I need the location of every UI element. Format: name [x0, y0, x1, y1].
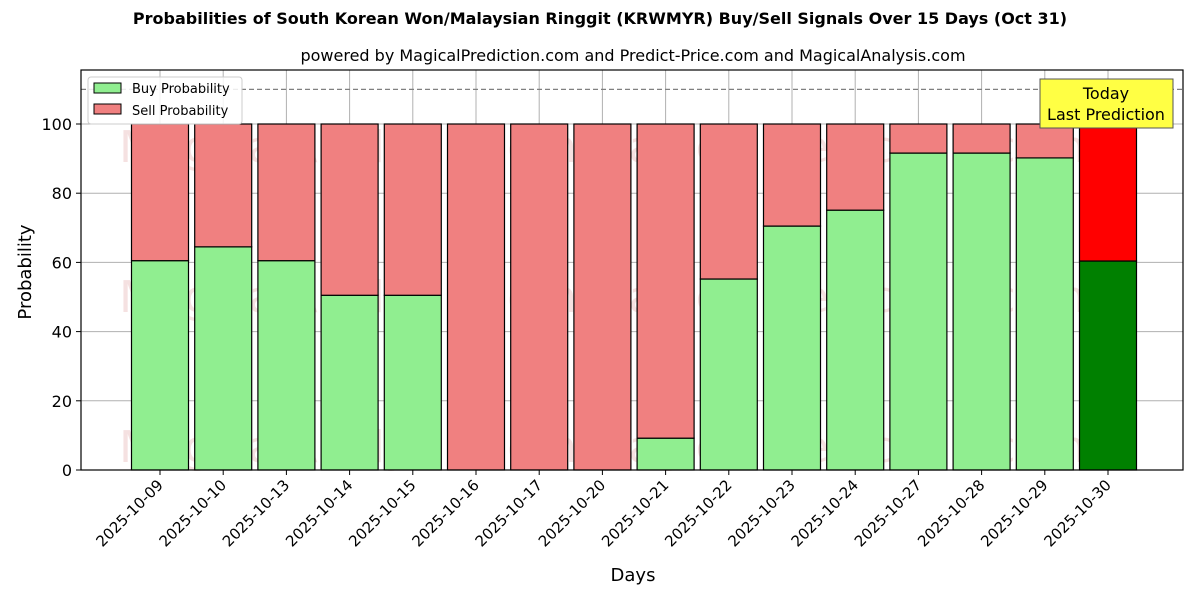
buy-bar [1078, 260, 1138, 471]
x-tick-label: 2025-10-21 [598, 476, 672, 550]
buy-bar [194, 246, 253, 471]
bars [130, 123, 1138, 471]
annotation-line2: Last Prediction [1047, 105, 1165, 124]
y-tick-label: 20 [52, 392, 72, 411]
x-tick-label: 2025-10-09 [92, 476, 166, 550]
y-tick-label: 80 [52, 184, 72, 203]
buy-bar [952, 152, 1011, 471]
x-tick-label: 2025-10-14 [282, 476, 356, 550]
x-tick-label: 2025-10-24 [788, 476, 862, 550]
today-annotation: Today Last Prediction [1039, 78, 1174, 129]
sell-bar [446, 123, 506, 471]
y-tick-label: 60 [52, 253, 72, 272]
legend-sell-swatch [93, 103, 122, 115]
buy-bar [257, 260, 316, 471]
x-tick-label: 2025-10-13 [219, 476, 293, 550]
buy-bar [762, 225, 822, 471]
chart-subtitle: powered by MagicalPrediction.com and Pre… [300, 46, 966, 65]
buy-bar [699, 278, 758, 471]
x-tick-label: 2025-10-27 [851, 476, 925, 550]
x-tick-label: 2025-10-17 [472, 476, 546, 550]
buy-bar [320, 294, 379, 471]
x-tick-label: 2025-10-20 [535, 476, 609, 550]
y-tick-label: 0 [62, 461, 72, 480]
x-axis-ticks: 2025-10-092025-10-102025-10-132025-10-14… [92, 470, 1115, 550]
sell-bar [1015, 123, 1074, 159]
sell-bar [383, 123, 442, 296]
x-tick-label: 2025-10-29 [977, 476, 1051, 550]
x-tick-label: 2025-10-10 [156, 476, 230, 550]
buy-bar [636, 437, 695, 471]
sell-bar [952, 123, 1011, 154]
sell-bar [1078, 123, 1138, 262]
buy-bar [1015, 157, 1074, 471]
sell-bar [320, 123, 379, 296]
sell-bar [889, 123, 948, 154]
x-tick-label: 2025-10-30 [1040, 476, 1114, 550]
sell-bar [573, 123, 632, 471]
sell-bar [699, 123, 758, 280]
sell-bar [636, 123, 695, 439]
plot-frame [80, 69, 1184, 471]
x-tick-label: 2025-10-16 [408, 476, 482, 550]
sell-bar [510, 123, 569, 471]
legend-sell-label: Sell Probability [132, 104, 229, 119]
sell-bar [826, 123, 885, 211]
buy-bar [383, 294, 442, 471]
buy-bar [826, 209, 885, 471]
legend: Buy Probability Sell Probability [87, 76, 243, 125]
annotation-line1: Today [1082, 84, 1129, 103]
x-tick-label: 2025-10-15 [345, 476, 419, 550]
x-axis-label: Days [611, 565, 656, 586]
sell-bar [257, 123, 316, 262]
chart-title: Probabilities of South Korean Won/Malays… [132, 9, 1068, 28]
sell-bar [194, 123, 253, 248]
sell-bar [130, 123, 190, 262]
y-axis-label: Probability [15, 224, 36, 319]
y-tick-label: 40 [52, 323, 72, 342]
x-tick-label: 2025-10-28 [914, 476, 988, 550]
x-tick-label: 2025-10-23 [724, 476, 798, 550]
sell-bar [762, 123, 822, 227]
buy-bar [130, 260, 190, 471]
legend-buy-label: Buy Probability [132, 82, 230, 97]
x-tick-label: 2025-10-22 [661, 476, 735, 550]
y-tick-label: 100 [41, 115, 72, 134]
legend-buy-swatch [93, 82, 122, 94]
buy-bar [889, 152, 948, 471]
y-axis-ticks: 0 20 40 60 80 100 [41, 115, 81, 480]
